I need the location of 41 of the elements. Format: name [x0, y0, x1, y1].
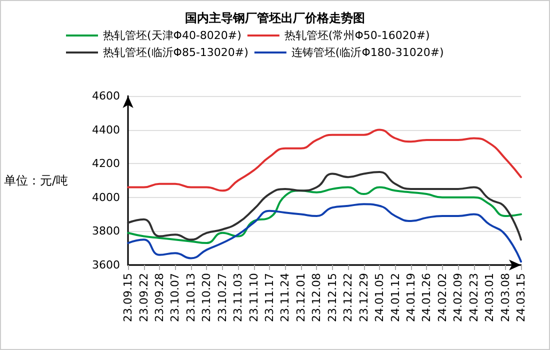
y-tick-label: 3600 — [92, 258, 120, 272]
y-axis-title: 单位：元/吨 — [4, 174, 68, 188]
x-tick-label: 23.12.01 — [294, 273, 308, 322]
x-tick-label: 23.12.15 — [326, 273, 339, 322]
legend-label: 热轧管坯(天津Φ40-8020#) — [103, 29, 242, 42]
x-tick-label: 24.03.15 — [514, 273, 528, 322]
x-tick-label: 24.01.12 — [388, 273, 402, 322]
line-series — [127, 186, 522, 244]
y-tick-label: 4200 — [92, 157, 120, 170]
legend-label: 热轧管坯(临沂Φ85-13020#) — [103, 46, 248, 59]
chart-title: 国内主导钢厂管坯出厂价格走势图 — [185, 11, 365, 25]
x-tick-label: 23.09.28 — [152, 273, 166, 322]
x-tick-label: 24.03.01 — [483, 273, 496, 322]
x-tick-label: 24.03.08 — [498, 273, 512, 322]
legend-label: 连铸管坯(临沂Φ180-31020#) — [291, 46, 444, 59]
y-tick-label: 4600 — [92, 90, 120, 102]
x-tick-label: 24.02.02 — [436, 273, 449, 322]
x-tick-label: 23.10.20 — [200, 273, 214, 322]
x-tick-label: 23.10.13 — [184, 273, 198, 322]
x-tick-label: 23.10.07 — [168, 273, 182, 322]
x-tick-label: 24.01.19 — [404, 273, 418, 322]
x-tick-label: 24.02.09 — [452, 273, 465, 322]
y-tick-label: 4000 — [92, 190, 120, 204]
y-tick-label: 3800 — [92, 224, 120, 238]
line-series — [127, 171, 522, 241]
x-tick-label: 23.09.15 — [122, 273, 135, 322]
legend-label: 热轧管坯(常州Φ50-16020#) — [284, 29, 430, 42]
line-series — [127, 128, 522, 192]
x-tick-label: 23.11.24 — [278, 273, 292, 322]
x-tick-label: 23.12.29 — [357, 273, 370, 322]
x-tick-label: 23.11.17 — [263, 273, 276, 322]
x-tick-label: 23.12.08 — [310, 273, 324, 322]
x-tick-label: 23.10.27 — [216, 273, 229, 322]
x-tick-label: 23.12.22 — [342, 273, 355, 322]
x-tick-label: 24.01.05 — [373, 273, 386, 322]
x-tick-label: 24.02.23 — [467, 273, 480, 322]
x-tick-label: 24.01.26 — [420, 273, 434, 322]
x-tick-label: 23.11.03 — [232, 273, 245, 322]
x-tick-label: 23.11.10 — [247, 273, 260, 322]
x-tick-label: 23.09.22 — [137, 273, 150, 322]
y-tick-label: 4400 — [92, 123, 120, 136]
